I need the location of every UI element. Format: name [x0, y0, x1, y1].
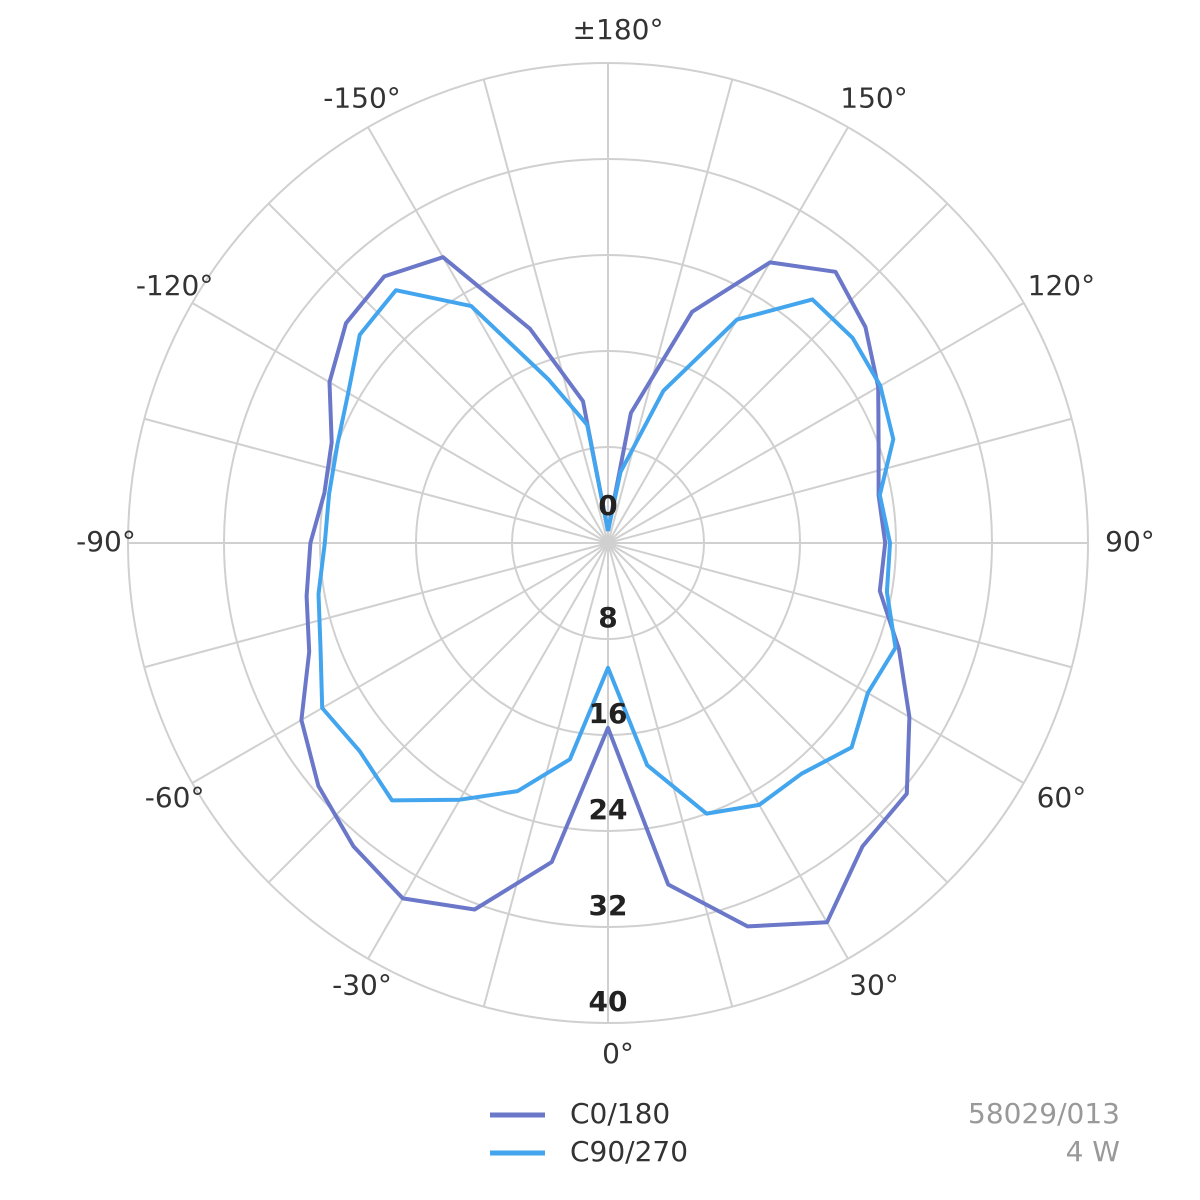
y-tick-label: 40	[589, 985, 628, 1018]
x-tick-label: -120°	[136, 269, 214, 302]
y-tick-label: 32	[589, 889, 628, 922]
grid-spoke	[367, 126, 609, 544]
grid-spoke	[144, 417, 609, 544]
legend-label: C90/270	[570, 1135, 688, 1168]
grid-spoke	[267, 202, 609, 544]
grid-spoke	[191, 542, 609, 784]
annotation: 4 W	[1066, 1135, 1120, 1168]
x-tick-label: -60°	[145, 781, 205, 814]
grid-spoke	[267, 542, 609, 884]
y-tick-label: 16	[589, 697, 628, 730]
grid-spoke	[607, 417, 1072, 544]
grid-spoke	[607, 542, 949, 884]
series-line	[299, 255, 912, 929]
grid-spoke	[482, 79, 609, 544]
y-tick-label: 8	[598, 601, 617, 634]
x-tick-label: ±180°	[573, 13, 664, 46]
grid-spoke	[607, 302, 1025, 544]
grid-spoke	[607, 542, 1072, 669]
grid-spoke	[607, 542, 734, 1007]
grid-spoke	[607, 126, 849, 544]
legend-label: C0/180	[570, 1097, 670, 1130]
x-tick-label: -30°	[332, 968, 392, 1001]
x-tick-label: 60°	[1037, 781, 1087, 814]
grid-spoke	[607, 542, 1025, 784]
annotation: 58029/013	[968, 1097, 1120, 1130]
x-tick-label: 30°	[849, 968, 899, 1001]
grid-spoke	[367, 542, 609, 960]
x-tick-label: 0°	[602, 1037, 634, 1070]
grid-spoke	[607, 202, 949, 544]
x-tick-label: -90°	[76, 525, 136, 558]
grid-spoke	[191, 302, 609, 544]
grid-spoke	[607, 542, 849, 960]
y-tick-label: 0	[598, 489, 617, 522]
y-tick-label: 24	[589, 793, 628, 826]
series-line	[316, 288, 898, 816]
grid-spoke	[607, 79, 734, 544]
x-tick-label: 120°	[1028, 269, 1095, 302]
x-tick-label: 150°	[840, 82, 907, 115]
x-tick-label: 90°	[1105, 525, 1155, 558]
x-tick-label: -150°	[323, 82, 401, 115]
grid-spoke	[144, 542, 609, 669]
